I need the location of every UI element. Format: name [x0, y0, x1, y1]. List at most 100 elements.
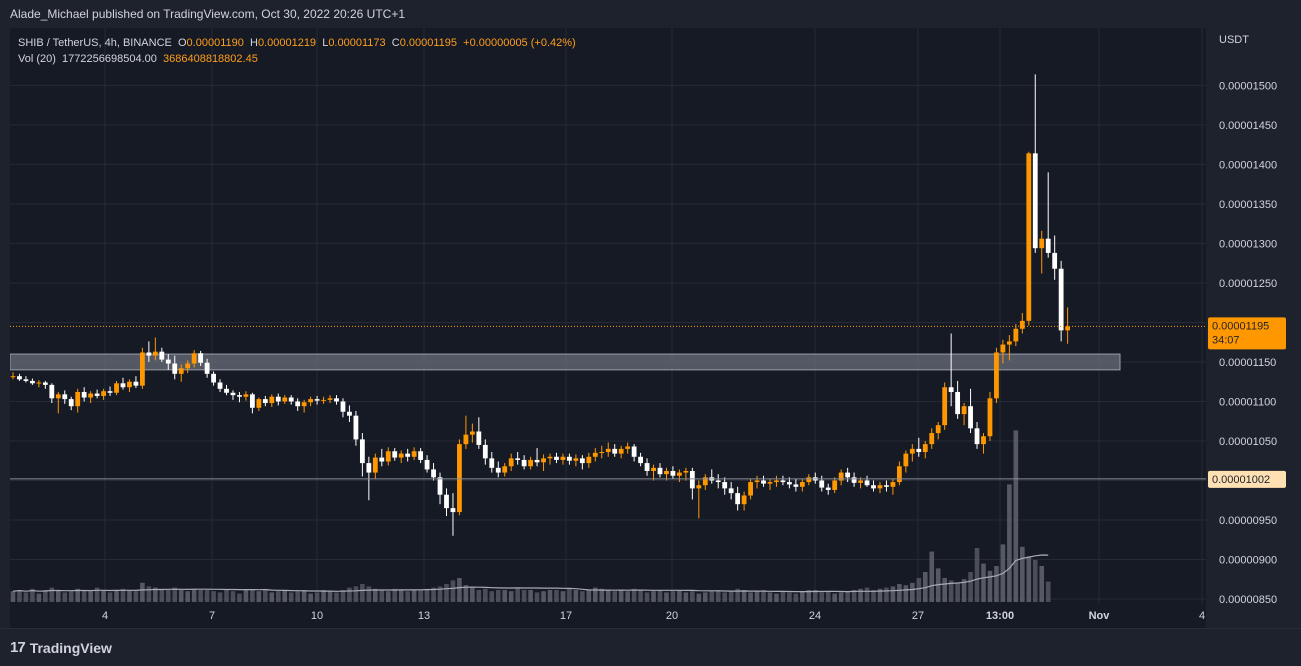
volume-value: 1772256698504.00 — [62, 53, 157, 65]
volume-bar — [612, 591, 618, 602]
price-tick-label: 0.00001450 — [1219, 120, 1277, 132]
candle-body — [23, 379, 29, 381]
time-axis[interactable]: 4 7 10 13 17 20 24 27 13:00 Nov 4 — [10, 603, 1206, 628]
volume-bar — [424, 588, 430, 602]
chart-pane[interactable] — [10, 28, 1206, 628]
volume-bar — [204, 590, 210, 602]
time-tick-label: 24 — [809, 610, 821, 622]
volume-bar — [554, 590, 559, 602]
volume-bar — [49, 587, 55, 602]
candle-body — [1045, 238, 1051, 253]
price-tick-label: 0.00001050 — [1219, 436, 1277, 448]
candle-body — [94, 393, 100, 396]
volume-bar — [858, 588, 863, 602]
current-price-tag-label: 0.00001195 — [1212, 320, 1269, 332]
open-label: O — [177, 37, 187, 49]
volume-bar — [256, 591, 262, 602]
volume-bar — [127, 590, 132, 602]
volume-bar — [1045, 581, 1051, 602]
candle-body — [269, 396, 275, 404]
candle-body — [586, 456, 592, 464]
footer: 17 TradingView — [0, 628, 1301, 666]
symbol-label[interactable]: SHIB / TetherUS, 4h, BINANCE — [18, 37, 172, 49]
volume-bar — [580, 591, 585, 602]
candle-body — [418, 451, 424, 460]
volume-bar — [528, 590, 533, 602]
volume-bar — [62, 592, 68, 602]
volume-bar — [10, 591, 16, 602]
price-tick-label: 0.00001250 — [1219, 278, 1277, 290]
candle-body — [237, 395, 242, 397]
candle-body — [127, 381, 132, 388]
volume-bar — [133, 591, 139, 602]
volume-bar — [495, 590, 501, 602]
price-unit-label: USDT — [1219, 34, 1249, 46]
candle-body — [211, 373, 216, 383]
volume-bar — [702, 592, 708, 602]
volume-bar — [567, 588, 572, 602]
price-tick-label: 0.00001400 — [1219, 159, 1277, 171]
volume-bar — [81, 590, 87, 602]
volume-bar — [741, 590, 747, 602]
volume-bar — [715, 590, 721, 602]
candle-body — [30, 380, 35, 384]
candle-body — [528, 459, 533, 467]
volume-bar — [929, 551, 935, 602]
time-tick-label: 20 — [666, 610, 678, 622]
price-tick-label: 0.00001100 — [1219, 396, 1276, 408]
candle-body — [314, 399, 320, 401]
volume-bar — [586, 590, 592, 602]
price-tick-label: 0.00001150 — [1219, 357, 1276, 369]
volume-bar — [631, 588, 637, 602]
volume-bar — [120, 588, 126, 602]
candle-body — [230, 392, 236, 396]
candle-body — [75, 391, 81, 407]
volume-bar — [593, 587, 598, 602]
time-tick-label: 4 — [102, 610, 108, 622]
candle-body — [379, 457, 385, 462]
candle-body — [308, 399, 314, 403]
candle-body — [877, 485, 883, 489]
candle-body — [424, 459, 430, 470]
candle-body — [1006, 341, 1012, 345]
time-tick-label: 13 — [418, 610, 430, 622]
current-price-tag — [1208, 317, 1286, 350]
volume-bar — [398, 590, 404, 602]
volume-bar — [68, 591, 74, 602]
volume-bar — [573, 590, 579, 602]
candle-body — [1013, 328, 1019, 342]
volume-bar — [1039, 566, 1045, 602]
candle-body — [204, 362, 210, 374]
volume-bar — [942, 578, 947, 602]
price-chart[interactable] — [10, 28, 1206, 628]
volume-bar — [237, 593, 242, 602]
candle-body — [515, 458, 521, 460]
candlesticks — [10, 74, 1071, 536]
volume-bar — [178, 590, 184, 602]
volume-bar — [735, 588, 740, 602]
candle-body — [987, 398, 993, 437]
candle-body — [1019, 320, 1025, 329]
volume-bar — [379, 590, 385, 602]
volume-bar — [605, 590, 611, 602]
price-axis[interactable]: USDT 0.00000850 0.00000900 0.00000950 0.000… — [1206, 28, 1301, 628]
tradingview-logo[interactable]: 17 TradingView — [10, 639, 112, 656]
volume-bar — [968, 572, 973, 602]
candle-body — [133, 381, 139, 386]
candle-body — [444, 494, 449, 509]
volume-bar — [1026, 556, 1032, 602]
volume-bar — [476, 590, 482, 602]
volume-bar — [282, 590, 288, 602]
volume-bar — [851, 590, 857, 602]
volume-bar — [761, 590, 766, 602]
volume-ma-value: 3686408818802.45 — [163, 53, 258, 65]
volume-bar — [140, 582, 145, 602]
volume-label[interactable]: Vol (20) — [18, 53, 56, 65]
time-axis-labels: 4 7 10 13 17 20 24 27 13:00 Nov 4 — [102, 610, 1205, 622]
candle-body — [592, 452, 598, 457]
candle-body — [664, 470, 669, 475]
candle-body — [670, 470, 676, 476]
candle-body — [392, 451, 398, 458]
volume-bar — [599, 588, 605, 602]
candle-body — [735, 493, 741, 505]
